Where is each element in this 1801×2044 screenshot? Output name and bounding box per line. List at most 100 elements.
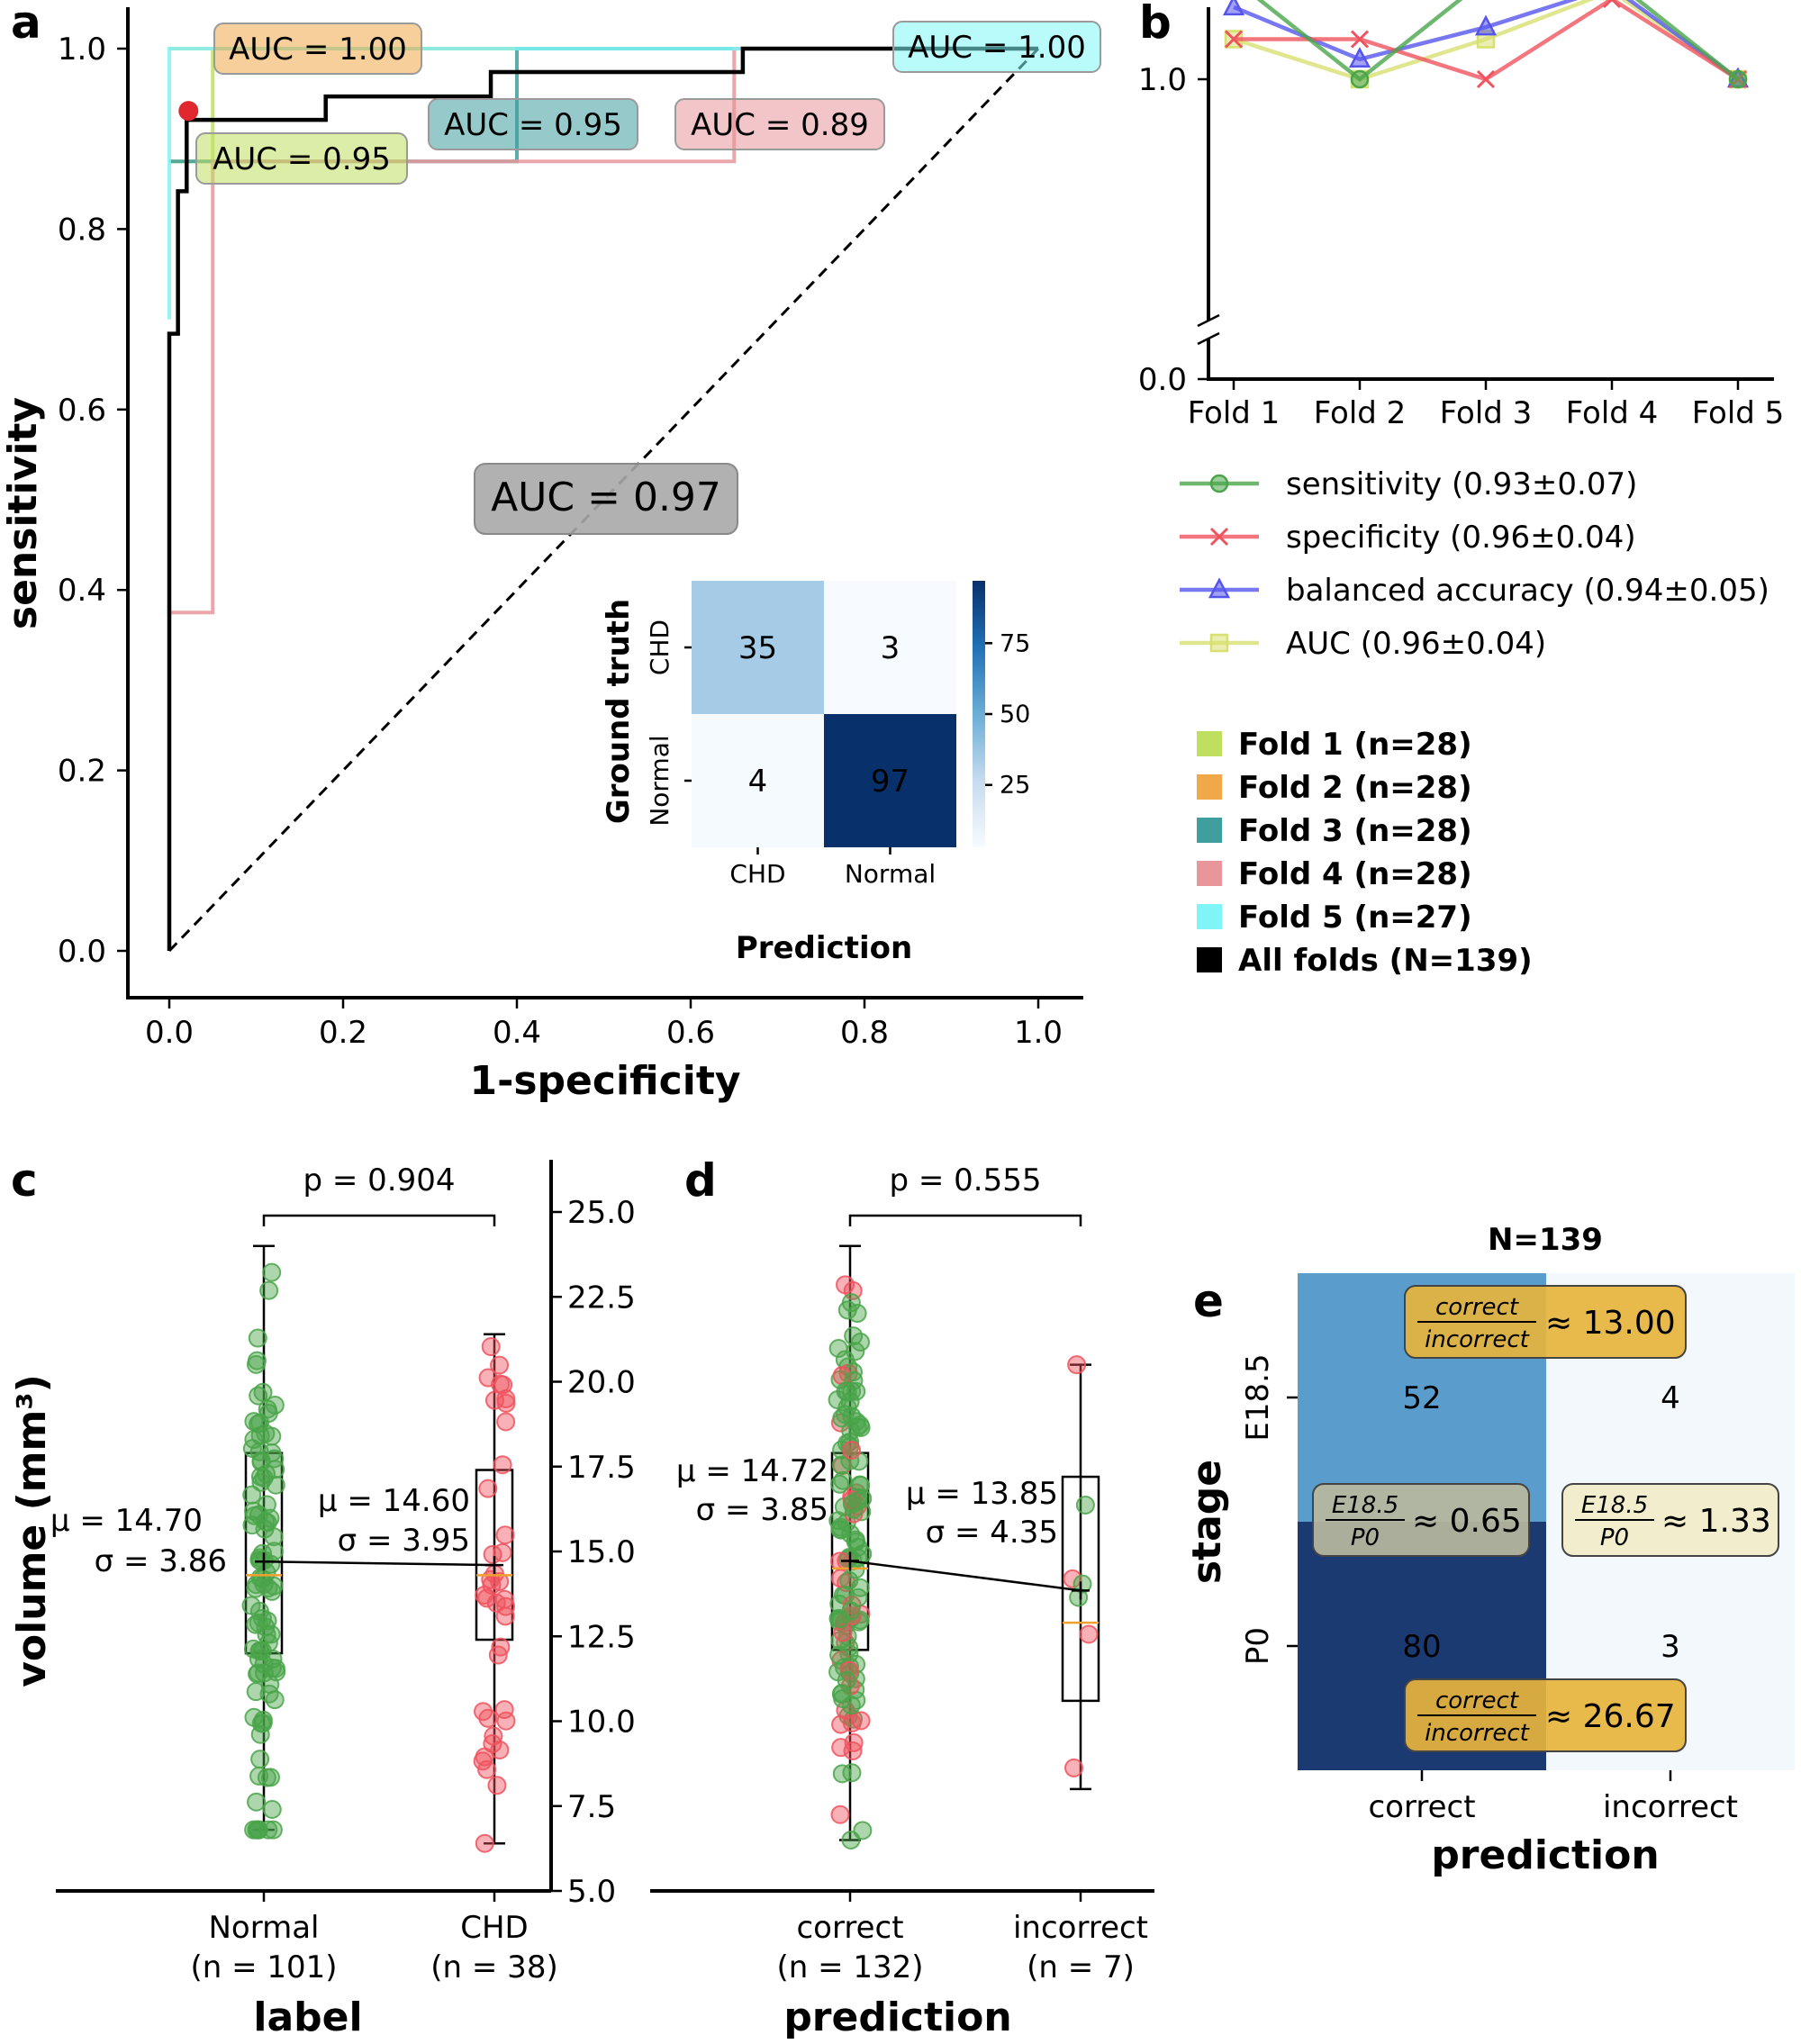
x-category-label: Normal [208, 1910, 319, 1946]
data-point [830, 1609, 850, 1629]
data-point [841, 1830, 861, 1850]
y-tick-label: 0.8 [58, 212, 106, 248]
y-tick-label: 0.0 [58, 934, 106, 970]
stat-mu-normal: μ = 14.70 [50, 1503, 203, 1539]
data-point [828, 1390, 847, 1410]
y-tick-label: 0.6 [58, 393, 106, 429]
confusion-cell [692, 714, 824, 847]
legend-label: AUC (0.96±0.04) [1286, 626, 1546, 662]
x-axis-label: prediction [1431, 1832, 1659, 1878]
data-point [842, 1494, 862, 1514]
significance-bracket [262, 1214, 496, 1226]
metric-point [1222, 0, 1245, 16]
confusion-value: 4 [748, 764, 768, 800]
data-point [249, 1820, 268, 1840]
auc-label: AUC = 0.95 [213, 141, 391, 177]
fold-legend-label: Fold 1 (n=28) [1238, 727, 1472, 763]
colorbar-tick-label: 75 [1000, 629, 1030, 657]
stat-sigma-correct: σ = 3.85 [696, 1492, 828, 1528]
data-point [831, 1738, 851, 1758]
data-point [846, 1342, 865, 1361]
data-point [475, 1747, 494, 1767]
data-point [242, 1439, 262, 1459]
data-point [475, 1586, 494, 1605]
stat-sigma-incorrect: σ = 4.35 [926, 1515, 1058, 1551]
x-axis-label: 1-specificity [469, 1058, 740, 1104]
fold-legend-label: Fold 3 (n=28) [1238, 813, 1472, 849]
data-point [851, 1711, 871, 1731]
fold-legend-swatch [1197, 774, 1222, 800]
y-tick-label: 0.0 [1138, 362, 1187, 398]
data-point [844, 1326, 864, 1346]
data-point [493, 1455, 512, 1475]
data-point [841, 1524, 861, 1544]
data-point [830, 1517, 850, 1537]
y-tick-label: 10.0 [567, 1705, 636, 1741]
panel-e: e N=139 52 4 80 3 correct incorrect E18.5 P0 predi… [1184, 1222, 1795, 1878]
data-point [262, 1799, 282, 1819]
x-tick-label: Fold 4 [1566, 395, 1659, 431]
stat-mu-incorrect: μ = 13.85 [906, 1476, 1058, 1512]
auc-box [674, 98, 885, 150]
data-point [828, 1338, 848, 1358]
data-point [1063, 1569, 1082, 1588]
inset-y-axis-label: Ground truth [601, 599, 637, 824]
auc-label: AUC = 0.95 [444, 107, 622, 143]
metric-point [1474, 14, 1498, 36]
axis-break-mark [1197, 313, 1220, 328]
heatmap-value: 3 [1661, 1629, 1680, 1665]
metric-point [1350, 30, 1370, 49]
metric-point [1350, 69, 1370, 89]
y-category-label: E18.5 [1240, 1353, 1276, 1441]
box [475, 1469, 514, 1642]
data-point [247, 1575, 267, 1595]
roc-curve-all-folds [167, 46, 1038, 951]
chance-line [167, 47, 1040, 953]
legend-marker [1209, 474, 1229, 493]
metric-point [1476, 69, 1496, 89]
axis-break-mark [1197, 331, 1220, 346]
data-point [832, 1764, 852, 1784]
legend-marker [1209, 633, 1229, 653]
auc-label: AUC = 1.00 [908, 30, 1086, 66]
x-category-label: incorrect [1013, 1910, 1148, 1946]
y-axis-label: sensitivity [0, 397, 46, 629]
ratio-numerator: E18.5 [1332, 1492, 1398, 1519]
data-point [831, 1684, 851, 1704]
panel-d: d prediction correct(n = 132) incorrect(n =… [650, 1154, 1154, 2040]
ratio-value: ≈ 1.33 [1661, 1503, 1771, 1540]
ratio-numerator: correct [1435, 1294, 1519, 1321]
auc-box [428, 98, 638, 150]
auc-box-all-folds [474, 463, 738, 535]
data-point [493, 1542, 512, 1562]
data-point [254, 1663, 274, 1683]
y-axis-lower [1207, 339, 1774, 381]
data-point [833, 1470, 853, 1490]
data-point [841, 1421, 861, 1441]
data-point [262, 1262, 282, 1282]
ratio-box [1561, 1483, 1779, 1557]
data-point [247, 1792, 267, 1812]
fold-legend-swatch [1197, 904, 1222, 929]
auc-box [213, 23, 422, 75]
auc-label: AUC = 1.00 [229, 32, 407, 68]
axis-frame [126, 7, 1083, 999]
x-tick-label: Fold 5 [1692, 395, 1785, 431]
heatmap-value: 4 [1661, 1380, 1680, 1416]
fold-legend-label: All folds (N=139) [1238, 943, 1533, 979]
data-point [248, 1664, 267, 1684]
y-tick-label: 1.0 [58, 32, 106, 68]
y-tick-label: 22.5 [567, 1280, 636, 1316]
x-tick-label: 0.6 [666, 1015, 715, 1051]
metric-point [1728, 69, 1748, 89]
data-point [478, 1479, 498, 1498]
data-point [251, 1714, 271, 1733]
y-tick-label: 17.5 [567, 1450, 636, 1486]
inset-y-label: Normal [645, 735, 674, 826]
colorbar-tick-label: 25 [1000, 772, 1030, 800]
auc-box [195, 132, 408, 185]
data-point [256, 1424, 276, 1443]
data-point [259, 1684, 279, 1704]
x-tick-label: 1.0 [1014, 1015, 1063, 1051]
